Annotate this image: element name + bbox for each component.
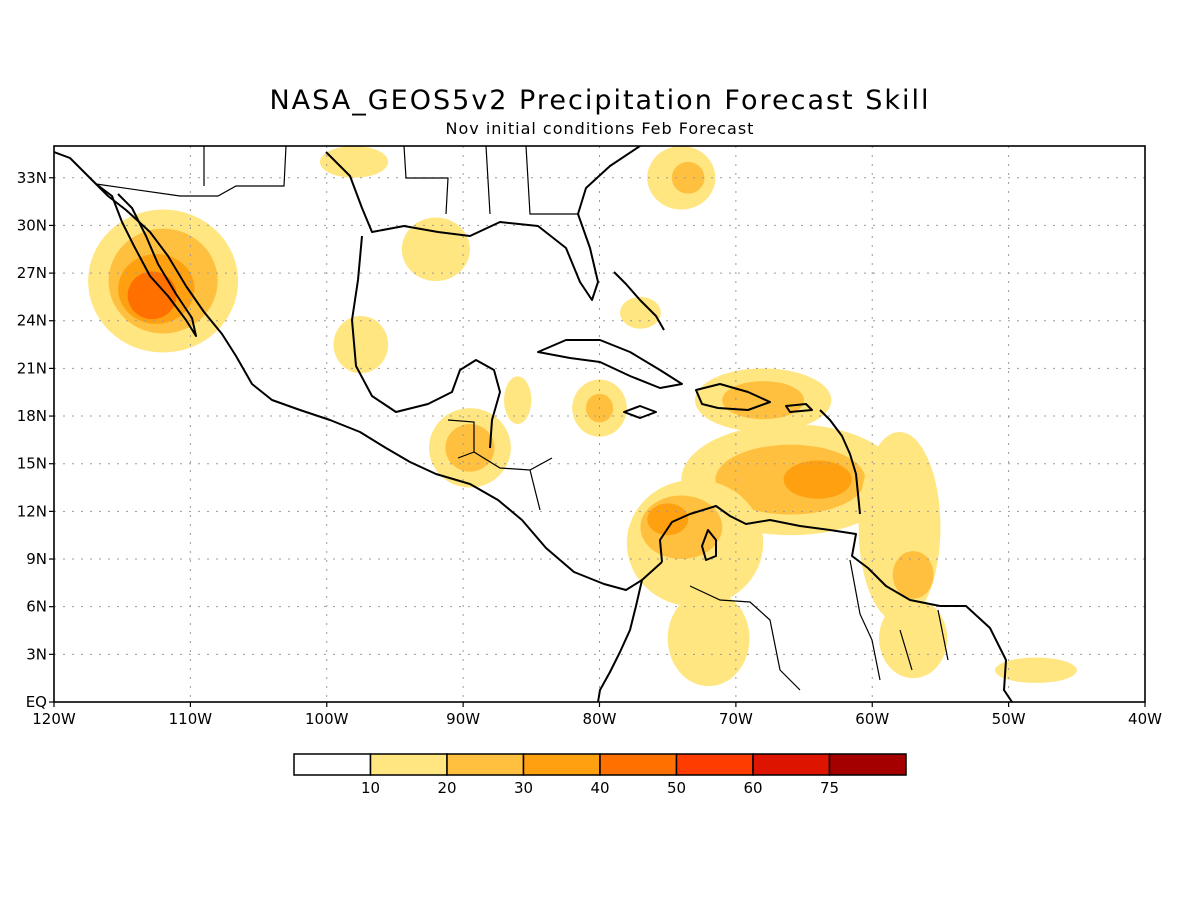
us-mexico-border: [95, 146, 287, 197]
x-tick-label: 100W: [305, 710, 349, 728]
chart-title: NASA_GEOS5v2 Precipitation Forecast Skil…: [269, 85, 931, 116]
political-borders: [95, 146, 949, 691]
y-tick-label: EQ: [26, 693, 47, 711]
skill-region-hispaniola: [722, 381, 805, 420]
colorbar-swatch: [675, 753, 754, 776]
x-tick-label: 70W: [719, 710, 753, 728]
south-america-pacific-coastline: [597, 579, 643, 702]
skill-region-colombia-venezuela: [647, 503, 689, 536]
y-tick-label: 27N: [17, 264, 47, 282]
x-tick-label: 110W: [169, 710, 213, 728]
x-tick-label: 50W: [992, 710, 1026, 728]
colorbar-swatch: [293, 753, 372, 776]
hispaniola-coastline: [695, 383, 771, 411]
lake-maracaibo-coastline: [701, 529, 717, 561]
x-tick-label: 60W: [855, 710, 889, 728]
colorbar-swatch: [369, 753, 448, 776]
x-axis-labels: 120W 110W 100W 90W 80W 70W 60W 50W 40W: [32, 702, 1162, 728]
colorbar-label: 40: [590, 779, 609, 797]
skill-region-central-america: [445, 424, 495, 472]
central-america-borders: [447, 419, 553, 511]
y-tick-label: 33N: [17, 169, 47, 187]
south-america-borders: [689, 559, 949, 691]
skill-region-yucatan-east: [504, 376, 532, 424]
mexico-gulf-coast: [325, 146, 641, 301]
y-tick-label: 18N: [17, 407, 47, 425]
baja-coastline: [95, 183, 197, 337]
colorbar-label: 75: [820, 779, 839, 797]
colorbar-swatch: [446, 753, 525, 776]
y-tick-label: 3N: [26, 645, 47, 663]
colorbar-label: 20: [437, 779, 456, 797]
colorbar-label: 50: [667, 779, 686, 797]
x-tick-label: 90W: [446, 710, 480, 728]
gulf-southwest-coast: [351, 235, 501, 449]
skill-region-atlantic-north: [671, 161, 705, 194]
jamaica-coastline: [623, 405, 657, 419]
y-tick-label: 30N: [17, 216, 47, 234]
y-tick-label: 15N: [17, 455, 47, 473]
colorbar-label: 60: [743, 779, 762, 797]
y-tick-label: 12N: [17, 502, 47, 520]
chart-subtitle: Nov initial conditions Feb Forecast: [445, 119, 755, 138]
coastlines: [54, 146, 1013, 702]
cuba-coastline: [537, 339, 683, 389]
south-america-coastline: [659, 505, 1013, 702]
colorbar-label: 10: [361, 779, 380, 797]
x-tick-label: 40W: [1128, 710, 1162, 728]
lesser-antilles: [819, 409, 861, 515]
y-tick-label: 24N: [17, 312, 47, 330]
skill-region-brazil-coast: [994, 657, 1077, 683]
skill-region-baja-mexico: [127, 271, 177, 320]
colorbar-swatch: [752, 753, 831, 776]
colorbar-swatch: [828, 753, 907, 776]
colorbar: 10 20 30 40 50 60 75: [293, 753, 907, 797]
skill-region-guianas: [879, 598, 948, 679]
bahamas-coastline: [613, 271, 665, 331]
skill-region-mexico-west: [333, 315, 389, 374]
y-axis-labels: EQ 3N 6N 9N 12N 15N 18N 21N 24N 27N 30N 33N: [17, 169, 54, 711]
skill-region-colombia-interior: [667, 590, 750, 687]
skill-region-caribbean-south: [783, 460, 852, 499]
colorbar-swatch: [522, 753, 601, 776]
us-state-lines: [203, 146, 578, 215]
skill-region-us-south: [319, 146, 389, 178]
x-tick-label: 80W: [583, 710, 617, 728]
gridlines: [54, 146, 1145, 702]
puerto-rico-coastline: [785, 403, 813, 413]
skill-region-atlantic-east: [892, 551, 934, 599]
y-tick-label: 6N: [26, 598, 47, 616]
colorbar-label: 30: [514, 779, 533, 797]
y-tick-label: 9N: [26, 550, 47, 568]
y-tick-label: 21N: [17, 359, 47, 377]
x-tick-label: 120W: [32, 710, 76, 728]
colorbar-swatch: [599, 753, 678, 776]
